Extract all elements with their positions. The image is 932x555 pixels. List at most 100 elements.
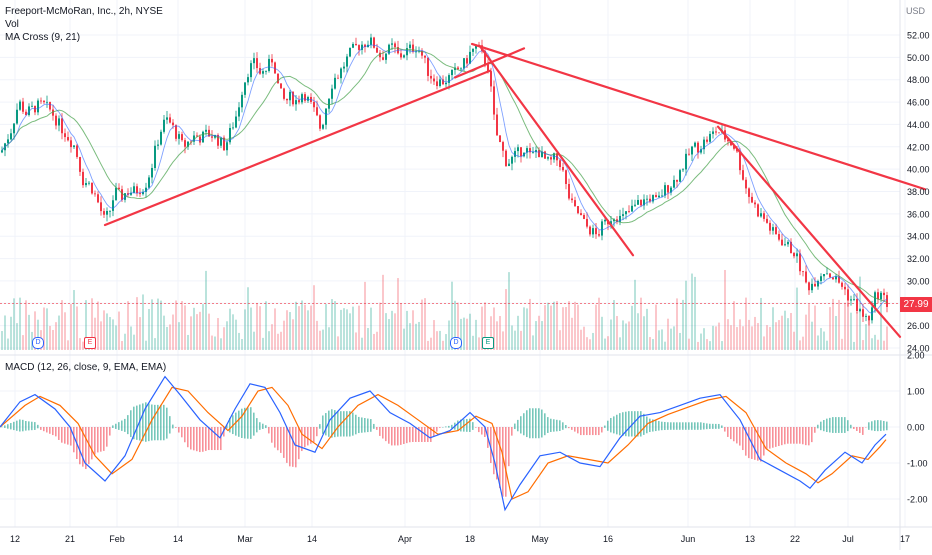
macd-histogram-bar <box>166 407 168 439</box>
volume-bar <box>613 300 615 350</box>
candle-body <box>85 183 87 186</box>
macd-histogram-bar <box>88 427 90 465</box>
candle-body <box>292 91 294 105</box>
macd-histogram-bar <box>301 427 303 452</box>
candle-body <box>64 133 66 138</box>
trendline <box>453 47 526 79</box>
volume-bar <box>337 336 339 350</box>
dividend-event-marker[interactable]: D <box>450 337 462 349</box>
candle-body <box>22 101 24 112</box>
macd-histogram-bar <box>214 427 216 451</box>
volume-bar <box>763 336 765 350</box>
symbol-title[interactable]: Freeport-McMoRan, Inc., 2h, NYSE <box>5 6 163 17</box>
volume-bar <box>790 312 792 350</box>
ma-cross-legend[interactable]: MA Cross (9, 21) <box>5 32 81 43</box>
volume-bar <box>241 338 243 350</box>
candle-body <box>169 117 171 123</box>
trendlines[interactable] <box>103 42 927 338</box>
macd-histogram-bar <box>142 403 144 442</box>
macd-histogram-bar <box>769 427 771 449</box>
earnings-event-marker[interactable]: E <box>84 337 96 349</box>
macd-legend[interactable]: MACD (12, 26, close, 9, EMA, EMA) <box>5 362 167 373</box>
macd-histogram-bar <box>244 407 246 439</box>
volume-bar <box>361 337 363 350</box>
macd-histogram-bar <box>775 427 777 447</box>
volume-bar <box>139 317 141 350</box>
macd-histogram-bar <box>514 423 516 430</box>
macd-histogram-bar <box>637 411 639 437</box>
volume-bar <box>382 274 384 350</box>
candle-body <box>118 187 120 190</box>
price-axis[interactable]: 52.00 50.00 48.00 46.00 44.00 42.00 40.00 38.00… <box>907 31 930 354</box>
macd-axis[interactable]: 2.00 1.00 0.00 -1.00 -2.00 <box>907 351 928 505</box>
macd-histogram-bar <box>808 427 810 446</box>
volume-bar <box>880 302 882 350</box>
macd-histogram-bar <box>409 427 411 443</box>
earnings-event-marker[interactable]: E <box>482 337 494 349</box>
volume-bar <box>847 302 849 350</box>
candle-body <box>73 145 75 148</box>
volume-bar <box>67 340 69 350</box>
volume-bar <box>301 300 303 350</box>
candle-body <box>382 57 384 60</box>
macd-histogram-bar <box>1 426 3 428</box>
volume-bar <box>427 340 429 350</box>
dividend-event-marker[interactable]: D <box>32 337 44 349</box>
macd-histogram-bar <box>241 408 243 438</box>
candle-body <box>154 145 156 168</box>
macd-histogram-bar <box>376 427 378 430</box>
macd-histogram-bar <box>259 422 261 430</box>
macd-histogram-bar <box>136 405 138 440</box>
volume-bar <box>814 305 816 350</box>
macd-histogram-bar <box>886 421 888 431</box>
volume-bar <box>472 335 474 350</box>
candle-body <box>826 273 828 275</box>
macd-histogram-bar <box>247 407 249 439</box>
macd-histogram-bar <box>310 427 312 444</box>
macd-histogram-bar <box>772 427 774 448</box>
time-axis[interactable]: 12 21 Feb 14 Mar 14 Apr 18 May 16 Jun 13 22 Jul 17 <box>10 534 910 544</box>
macd-histogram-bar <box>58 427 60 440</box>
macd-histogram-bar <box>457 420 459 431</box>
candle-body <box>637 199 639 205</box>
volume-legend[interactable]: Vol <box>5 19 19 30</box>
candle-body <box>148 177 150 188</box>
volume-bar <box>187 334 189 350</box>
candle-body <box>856 299 858 312</box>
macd-histogram-bar <box>697 422 699 430</box>
candle-body <box>673 179 675 188</box>
macd-histogram-bar <box>640 411 642 437</box>
macd-histogram-bar <box>859 427 861 433</box>
volume-bar <box>673 326 675 350</box>
macd-histogram-bar <box>184 427 186 443</box>
volume-bar <box>316 320 318 350</box>
candle-body <box>799 253 801 272</box>
candle-body <box>103 211 105 215</box>
volume-bar <box>235 319 237 350</box>
volume-bar <box>334 301 336 350</box>
volume-bar <box>466 318 468 350</box>
macd-histogram-bar <box>625 411 627 437</box>
candle-body <box>172 122 174 126</box>
volume-bar <box>109 317 111 350</box>
macd-histogram-bar <box>559 420 561 431</box>
macd-histogram-bar <box>628 411 630 437</box>
macd-histogram-bar <box>358 416 360 434</box>
macd-histogram-bar <box>208 427 210 451</box>
macd-histogram-bar <box>205 427 207 451</box>
macd-histogram-bar <box>154 404 156 441</box>
volume-bar <box>844 302 846 350</box>
volume-bar <box>280 331 282 350</box>
price-tick-label: 48.00 <box>907 75 930 85</box>
volume-bar <box>373 333 375 350</box>
macd-histogram-bar <box>841 417 843 433</box>
volume-bar <box>367 328 369 350</box>
volume-bar <box>412 310 414 350</box>
macd-histogram-bar <box>100 427 102 452</box>
candle-body <box>664 185 666 196</box>
macd-tick-label: 1.00 <box>907 387 925 397</box>
volume-bar <box>784 310 786 350</box>
candle-body <box>550 157 552 160</box>
